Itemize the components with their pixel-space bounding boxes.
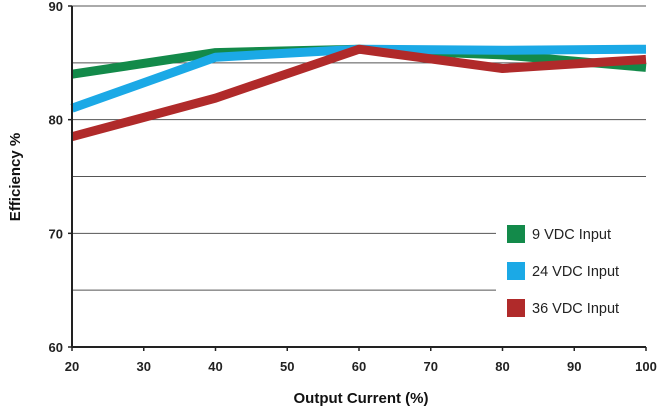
x-tick-label: 20 [65, 359, 79, 374]
x-tick-label: 60 [352, 359, 366, 374]
legend-label: 36 VDC Input [532, 301, 619, 317]
x-tick-label: 100 [635, 359, 657, 374]
x-tick-label: 80 [495, 359, 509, 374]
x-axis-title: Output Current (%) [294, 390, 429, 407]
y-tick-label: 90 [49, 0, 63, 14]
y-tick-label: 80 [49, 113, 63, 128]
legend-swatch [507, 225, 525, 243]
legend: 9 VDC Input 24 VDC Input 36 VDC Input [507, 225, 619, 317]
legend-label: 9 VDC Input [532, 227, 611, 243]
x-tick-label: 70 [424, 359, 438, 374]
x-tick-labels: 20 30 40 50 60 70 80 90 100 [65, 347, 657, 374]
y-tick-labels: 60 70 80 90 [49, 0, 72, 355]
y-tick-label: 60 [49, 340, 63, 355]
legend-swatch [507, 299, 525, 317]
x-tick-label: 90 [567, 359, 581, 374]
y-tick-label: 70 [49, 226, 63, 241]
y-axis-title: Efficiency % [7, 133, 24, 221]
x-tick-label: 40 [208, 359, 222, 374]
x-tick-label: 30 [137, 359, 151, 374]
legend-label: 24 VDC Input [532, 264, 619, 280]
series-line-3 [70, 44, 647, 142]
series-lines [70, 44, 647, 142]
legend-swatch [507, 262, 525, 280]
x-tick-label: 50 [280, 359, 294, 374]
